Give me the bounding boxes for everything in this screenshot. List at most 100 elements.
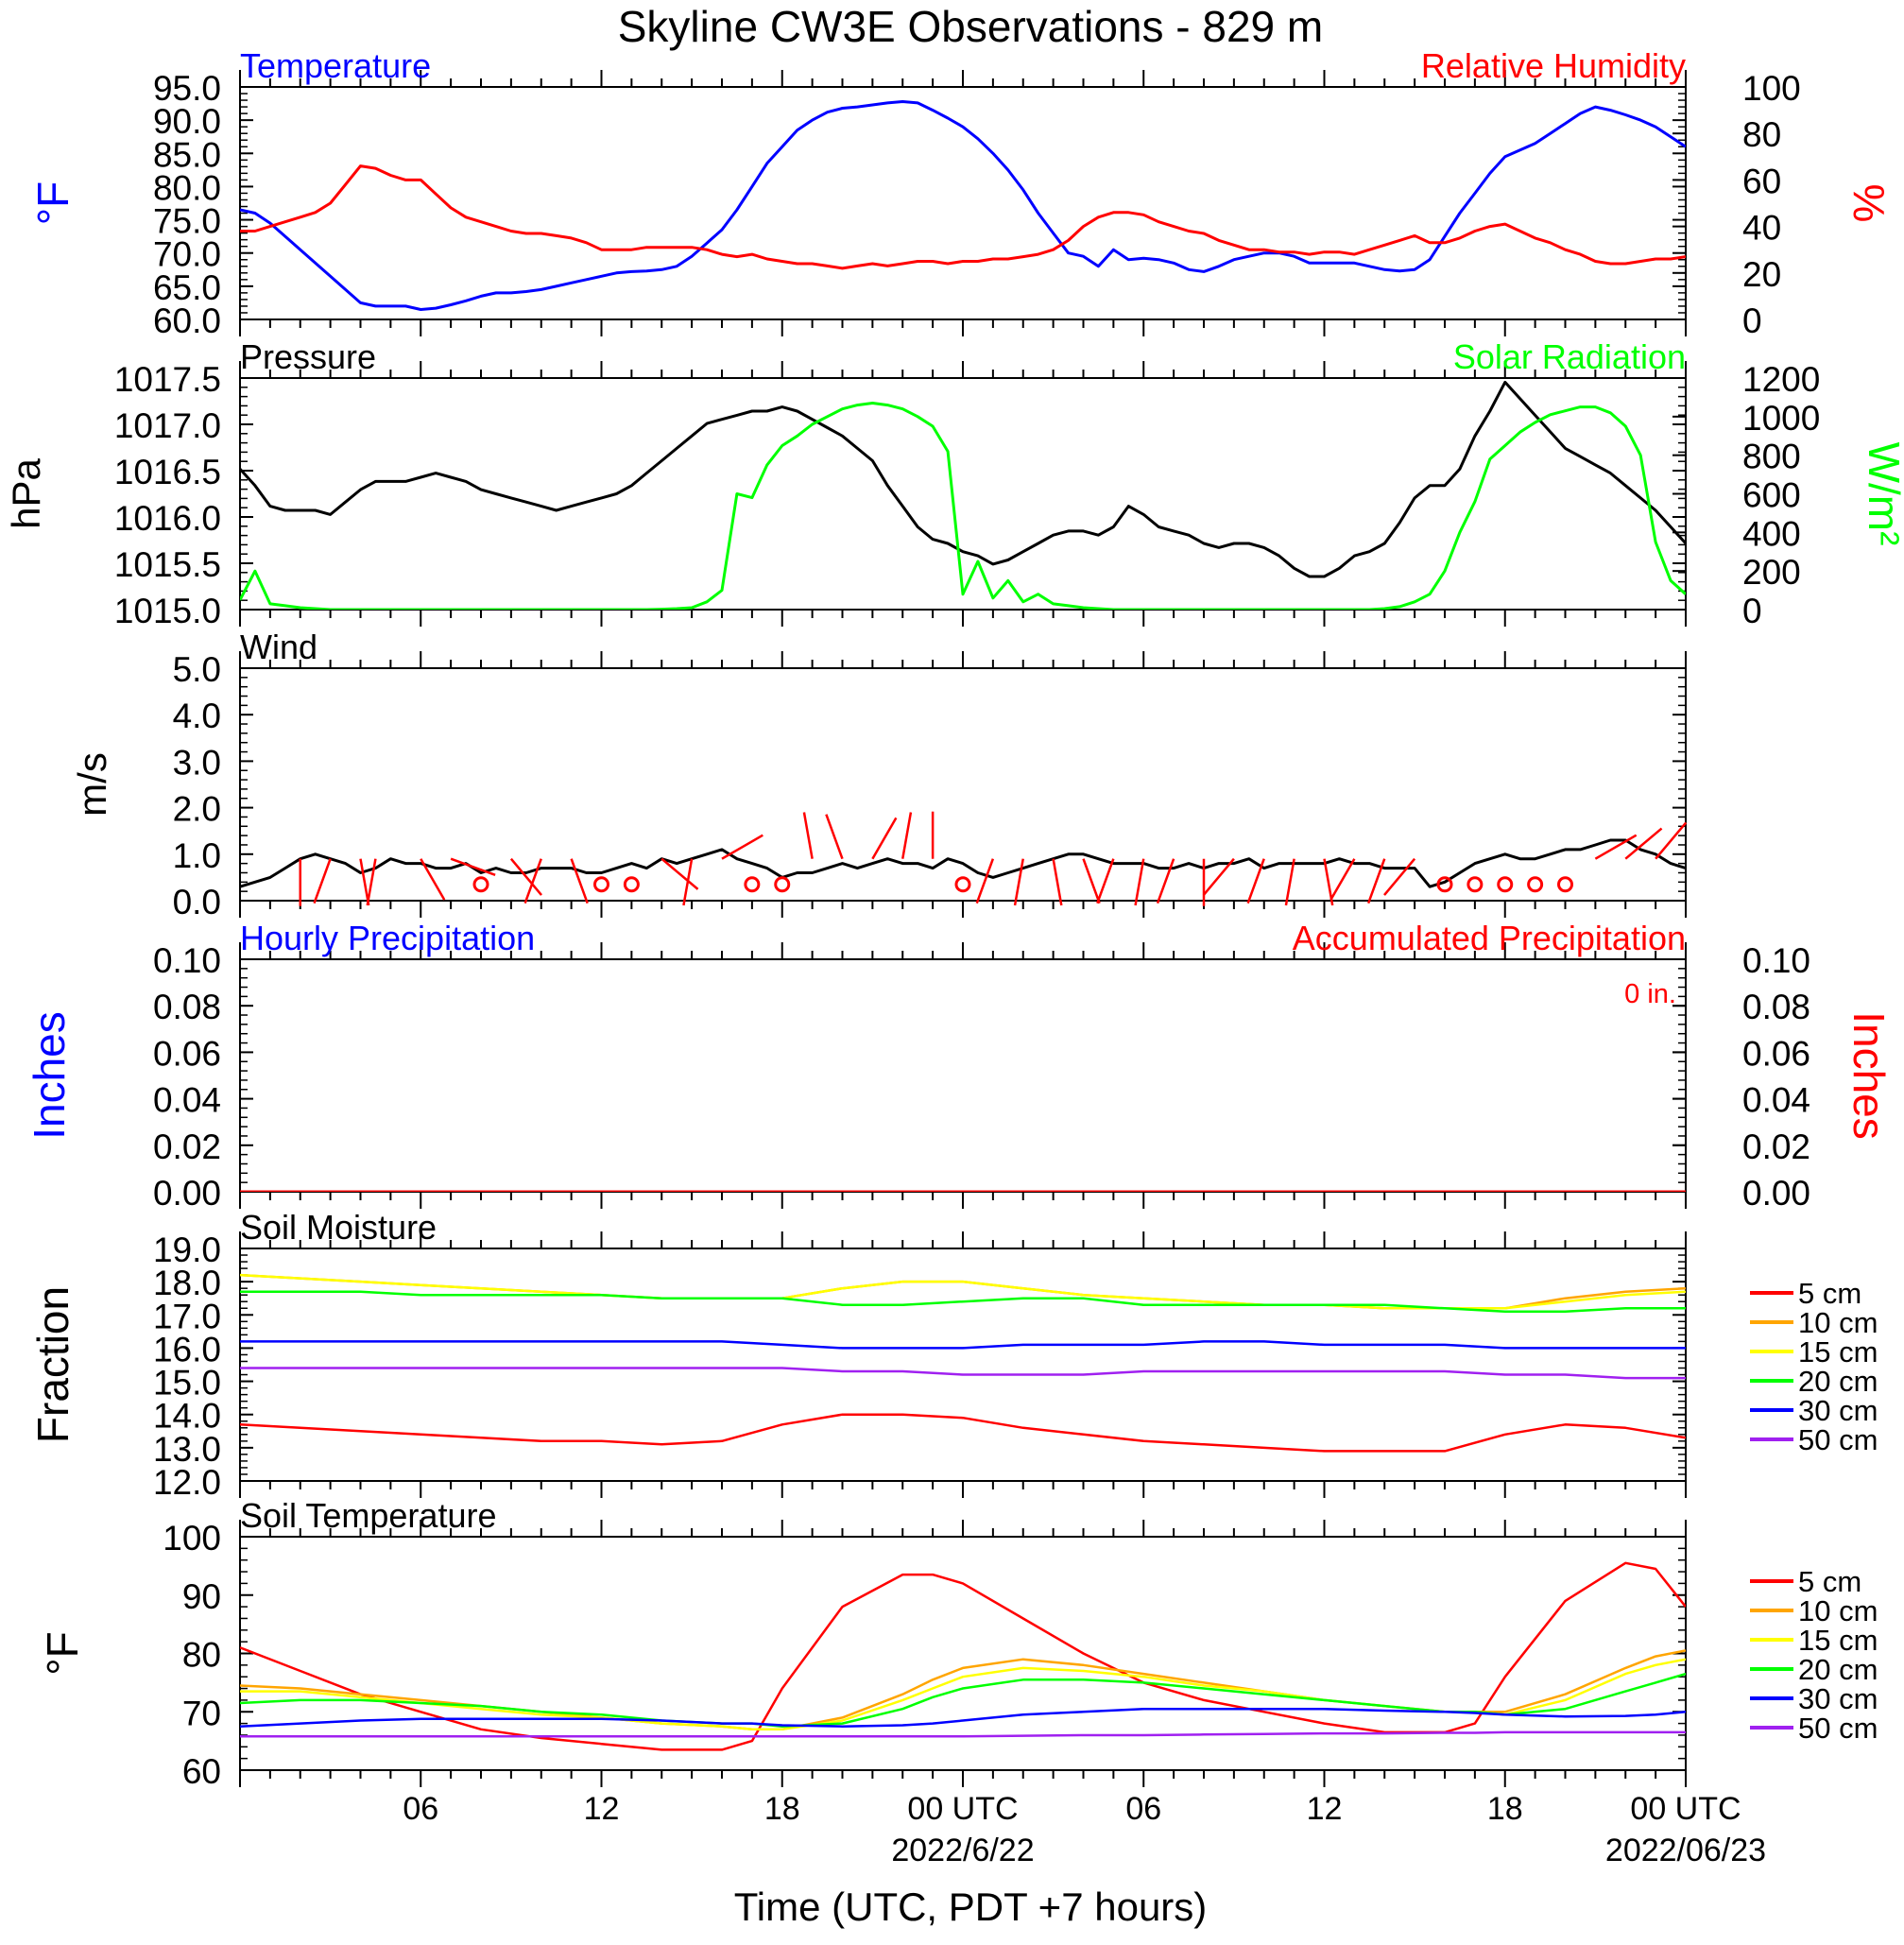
y-tick-label-right: 0.04: [1742, 1081, 1810, 1120]
panel-title-right: Relative Humidity: [1421, 46, 1686, 85]
y-tick-label-right: 0: [1742, 592, 1762, 630]
wind-barb-calm-circle: [1557, 876, 1573, 893]
wind-barb: [660, 857, 699, 890]
legend-label: 15 cm: [1798, 1335, 1878, 1368]
y-tick-label-left: 0.10: [153, 941, 221, 980]
y-tick-label-left: 1017.0: [114, 406, 221, 445]
series-line-50-cm: [240, 1730, 1686, 1738]
precip-total-annotation: 0 in.: [1624, 979, 1676, 1009]
legend-label: 5 cm: [1798, 1277, 1861, 1310]
y-tick-label-left: 1015.5: [114, 545, 221, 584]
wind-barb: [1156, 858, 1175, 904]
panel-title-left: Pressure: [240, 337, 376, 376]
plot-frame: [239, 1248, 1687, 1482]
y-tick-label-left: 80.0: [153, 168, 221, 207]
y-tick-label-left: 1017.5: [114, 360, 221, 399]
wind-barb: [366, 858, 377, 906]
series-line-wind-speed: [240, 838, 1686, 888]
wind-barb-calm-circle: [774, 876, 791, 893]
y-tick-label-left: 2.0: [173, 790, 221, 829]
panel-temp_rh: 95.090.085.080.075.070.065.060.0 100 80 60 4…: [28, 46, 1894, 340]
y-tick-label-left: 90.0: [153, 102, 221, 141]
y-tick-label-left: 75.0: [153, 202, 221, 241]
wind-barb: [1624, 827, 1663, 860]
y-tick-label-right: 0.06: [1742, 1034, 1810, 1073]
y-tick-label-left: 100: [163, 1519, 221, 1558]
y-tick-label-right: 0.08: [1742, 988, 1810, 1026]
legend-label: 20 cm: [1798, 1653, 1878, 1686]
series-line-5-cm: [240, 1413, 1686, 1453]
y-tick-label-left: 0.02: [153, 1127, 221, 1166]
y-tick-label-left: 1.0: [173, 836, 221, 875]
wind-barb: [1383, 857, 1416, 896]
wind-barb: [1013, 858, 1024, 906]
wind-barb: [1655, 821, 1688, 860]
y-tick-label-left: 4.0: [173, 697, 221, 735]
x-tick-label: 00 UTC: [907, 1791, 1018, 1827]
y-tick-label-right: 400: [1742, 514, 1801, 553]
legend-label: 50 cm: [1798, 1712, 1878, 1745]
wind-barb-calm-circle: [744, 876, 761, 893]
series-line-30-cm: [240, 1340, 1686, 1350]
y-tick-label-right: 800: [1742, 438, 1801, 476]
wind-barb: [871, 817, 898, 860]
wind-barb: [1082, 858, 1101, 904]
y-tick-label-left: 1015.0: [114, 592, 221, 630]
panel-title-right: Accumulated Precipitation: [1293, 919, 1686, 957]
y-tick-label-right: 1200: [1742, 360, 1820, 399]
y-tick-label-left: 13.0: [153, 1430, 221, 1469]
series-line-relative-humidity: [240, 164, 1686, 270]
legend-label: 15 cm: [1798, 1624, 1878, 1657]
y-tick-label-right: 100: [1742, 69, 1801, 108]
y-tick-label-right: 200: [1742, 553, 1801, 592]
wind-barb: [509, 857, 542, 896]
y-tick-label-right: 0.02: [1742, 1127, 1810, 1166]
y-axis-label-left: Fraction: [28, 1286, 77, 1443]
series-line-30-cm: [240, 1707, 1686, 1728]
panel-precip: 0.10 0.08 0.06 0.04 0.02 0.00 0.10 0.08 0.06 0.04…: [25, 919, 1894, 1213]
y-tick-label-left: 0.06: [153, 1034, 221, 1073]
legend-label: 50 cm: [1798, 1423, 1878, 1456]
series-line-solar-radiation: [240, 402, 1686, 610]
y-tick-label-left: 85.0: [153, 135, 221, 174]
x-axis-title: Time (UTC, PDT +7 hours): [734, 1885, 1208, 1929]
y-tick-label-left: 15.0: [153, 1364, 221, 1403]
wind-barb-calm-circle: [1436, 876, 1453, 893]
series-line-pressure: [240, 380, 1686, 578]
panel-title-left: Soil Temperature: [240, 1496, 496, 1535]
wind-barb: [682, 858, 694, 906]
wind-barb-calm-circle: [954, 876, 971, 893]
y-tick-label-left: 19.0: [153, 1231, 221, 1269]
wind-barb-calm-circle: [1527, 876, 1544, 893]
y-tick-label-right: 20: [1742, 255, 1781, 294]
y-tick-label-left: 80: [182, 1636, 221, 1675]
y-tick-label-right: 0.00: [1742, 1174, 1810, 1213]
x-date-label: 2022/06/23: [1605, 1833, 1766, 1868]
panel-pressure_solar: 1017.5 1017.0 1016.5 1016.0 1015.5 1015.0 1200…: [4, 337, 1904, 630]
wind-barb: [1329, 858, 1356, 901]
y-tick-label-left: 1016.0: [114, 499, 221, 538]
y-tick-label-right: 600: [1742, 476, 1801, 515]
wind-barb: [1096, 858, 1115, 904]
legend-label: 10 cm: [1798, 1594, 1878, 1627]
panel-title-left: Temperature: [240, 46, 431, 85]
legend-label: 20 cm: [1798, 1365, 1878, 1398]
wind-barb-calm-circle: [623, 876, 640, 893]
plot-frame: [239, 958, 1687, 1193]
y-tick-label-right: 1000: [1742, 399, 1820, 438]
y-tick-label-left: 0.04: [153, 1081, 221, 1120]
y-tick-label-left: 14.0: [153, 1397, 221, 1436]
chart-title: Skyline CW3E Observations - 829 m: [618, 2, 1324, 51]
panel-title-left: Wind: [240, 628, 317, 666]
series-line-10-cm: [240, 1273, 1686, 1310]
series-line-temperature: [240, 100, 1686, 311]
y-tick-label-right: 80: [1742, 115, 1781, 154]
y-tick-label-left: 3.0: [173, 743, 221, 782]
y-tick-label-left: 12.0: [153, 1463, 221, 1502]
y-axis-label-right: W/m²: [1860, 442, 1904, 546]
y-tick-label-left: 60.0: [153, 301, 221, 340]
y-tick-label-left: 95.0: [153, 69, 221, 108]
series-line-10-cm: [240, 1649, 1686, 1731]
y-tick-label-left: 70: [182, 1694, 221, 1732]
x-tick-label: 00 UTC: [1630, 1791, 1741, 1827]
